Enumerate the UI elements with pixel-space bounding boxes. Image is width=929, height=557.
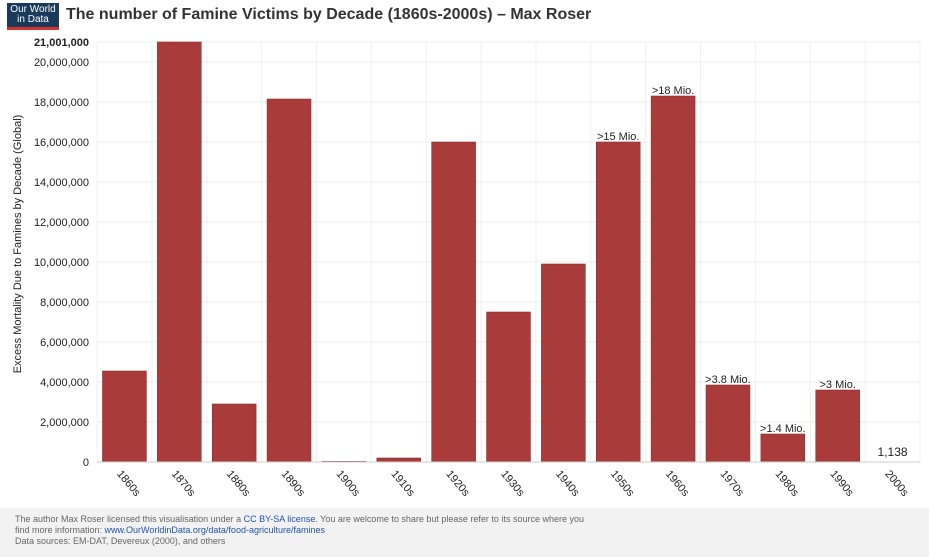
bar-1980s[interactable] — [760, 433, 806, 463]
bar-1960s[interactable] — [650, 95, 696, 463]
y-tick-label: 2,000,000 — [40, 417, 89, 429]
license-line: The author Max Roser licensed this visua… — [15, 514, 584, 524]
x-tick-label: 1860s — [114, 468, 143, 499]
chart-header: Our World in Data The number of Famine V… — [0, 0, 929, 30]
y-tick-label: 21,001,000 — [34, 37, 89, 49]
bar-1890s[interactable] — [266, 98, 312, 463]
y-tick-label: 10,000,000 — [34, 257, 89, 269]
x-tick-label: 1880s — [224, 468, 253, 499]
x-tick-label: 1930s — [498, 468, 527, 499]
bar-annotation: >3 Mio. — [820, 379, 856, 391]
bar-annotation: >3.8 Mio. — [705, 374, 751, 386]
y-axis: 0 2,000,000 4,000,000 6,000,000 8,000,000 10,… — [34, 37, 89, 469]
bars — [102, 41, 915, 463]
y-tick-label: 14,000,000 — [34, 177, 89, 189]
y-tick-label: 16,000,000 — [34, 137, 89, 149]
footer: The author Max Roser licensed this visua… — [0, 508, 929, 557]
y-tick-label: 6,000,000 — [40, 337, 89, 349]
logo-line1: Our World — [10, 4, 56, 15]
license-link[interactable]: CC BY-SA license — [243, 514, 316, 524]
bar-annotations: >15 Mio. >18 Mio. >3.8 Mio. >1.4 Mio. >3 Mio… — [597, 85, 908, 459]
info-line: find more information: www.OurWorldinDat… — [15, 525, 325, 535]
bar-1990s[interactable] — [815, 389, 860, 463]
x-tick-label: 1960s — [663, 468, 692, 499]
x-tick-label: 1950s — [608, 468, 637, 499]
bar-1860s[interactable] — [102, 370, 147, 463]
bar-1920s[interactable] — [431, 141, 476, 463]
x-tick-label: 1980s — [773, 468, 802, 499]
y-tick-label: 8,000,000 — [40, 297, 89, 309]
grid-lines — [96, 41, 921, 462]
x-tick-label: 1920s — [443, 468, 472, 499]
x-tick-label: 1870s — [169, 468, 198, 499]
x-axis: 1860s 1870s 1880s 1890s 1900s 1910s 1920s 1930s… — [97, 461, 920, 499]
bar-annotation: 1,138 — [878, 445, 908, 459]
bar-chart: 0 2,000,000 4,000,000 6,000,000 8,000,000 10,… — [12, 37, 921, 499]
x-tick-label: 1990s — [827, 468, 856, 499]
bar-1870s[interactable] — [157, 41, 202, 463]
x-tick-label: 1910s — [388, 468, 417, 499]
owid-logo[interactable]: Our World in Data — [7, 3, 59, 30]
x-tick-label: 1940s — [553, 468, 582, 499]
y-axis-label: Excess Mortality Due to Famines by Decad… — [12, 115, 24, 374]
chart-title: The number of Famine Victims by Decade (… — [66, 6, 592, 23]
x-tick-label: 1900s — [334, 468, 363, 499]
y-tick-label: 4,000,000 — [40, 377, 89, 389]
bar-1910s[interactable] — [376, 457, 422, 463]
bar-1970s[interactable] — [705, 384, 751, 463]
sources-line: Data sources: EM-DAT, Devereux (2000), a… — [15, 536, 226, 546]
x-tick-label: 1970s — [718, 468, 747, 499]
bar-annotation: >1.4 Mio. — [760, 423, 806, 435]
source-link[interactable]: www.OurWorldinData.org/data/food-agricul… — [104, 525, 325, 535]
bar-annotation: >15 Mio. — [597, 131, 640, 143]
x-tick-label: 2000s — [882, 468, 911, 499]
bar-1940s[interactable] — [541, 263, 586, 463]
bar-1880s[interactable] — [211, 403, 257, 463]
logo-line2: in Data — [17, 14, 49, 25]
y-tick-label: 0 — [83, 457, 89, 469]
y-tick-label: 20,000,000 — [34, 57, 89, 69]
bar-1930s[interactable] — [486, 311, 531, 463]
y-tick-label: 18,000,000 — [34, 97, 89, 109]
y-tick-label: 12,000,000 — [34, 217, 89, 229]
bar-1950s[interactable] — [595, 141, 641, 463]
bar-annotation: >18 Mio. — [652, 85, 695, 97]
x-tick-label: 1890s — [279, 468, 308, 499]
